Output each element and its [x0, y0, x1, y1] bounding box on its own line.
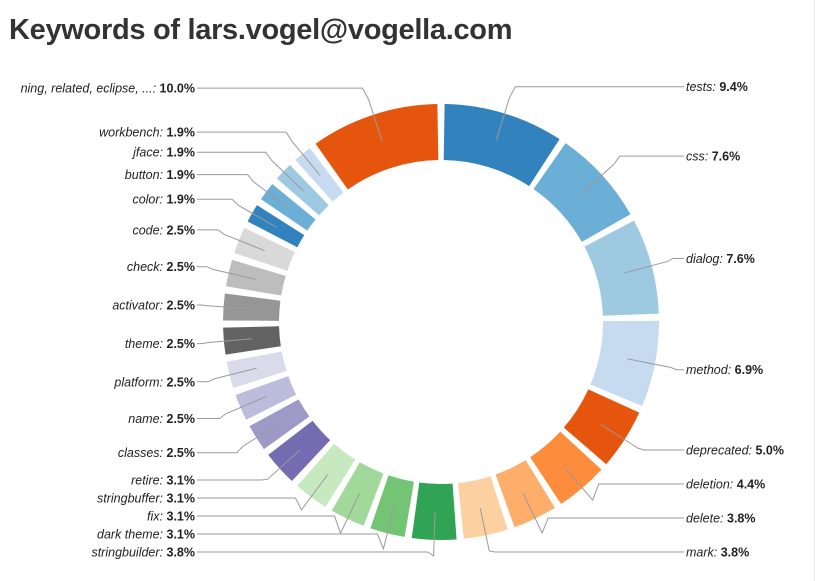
label-theme: theme: 2.5% [125, 337, 195, 351]
slices-group [223, 104, 659, 540]
label-delete: delete: 3.8% [686, 512, 756, 526]
leader-line-name [197, 396, 267, 419]
leader-lines-group [197, 86, 684, 557]
label-activator: activator: 2.5% [112, 298, 195, 312]
label-jface: jface: 1.9% [131, 146, 195, 160]
leader-line-theme [197, 338, 252, 345]
label-button: button: 1.9% [125, 168, 195, 182]
label-check: check: 2.5% [127, 260, 195, 274]
label-css: css: 7.6% [686, 150, 740, 164]
leader-line-fix [197, 493, 360, 535]
slice-dark-theme [370, 475, 414, 537]
leader-line-retire [197, 449, 301, 481]
label-stringbuilder: stringbuilder: 3.8% [91, 546, 195, 560]
label-classes: classes: 2.5% [118, 446, 195, 460]
label-deprecated: deprecated: 5.0% [686, 444, 784, 458]
slice-theme [223, 326, 281, 355]
leader-line-check [197, 266, 256, 280]
leader-line-dialog [624, 257, 684, 274]
slice-classes [249, 399, 310, 450]
label-color: color: 1.9% [132, 193, 195, 207]
leader-line-workbench [197, 131, 321, 176]
slice-deprecated [563, 389, 640, 465]
slice-stringbuilder [411, 482, 457, 540]
label-platform: platform: 2.5% [113, 375, 195, 389]
leader-line-delete [522, 493, 684, 535]
leader-line-code [197, 229, 266, 252]
slice-method [590, 320, 659, 407]
leader-line-deprecated [600, 424, 684, 451]
leader-line-activator [197, 304, 252, 310]
leader-line-stringbuilder [197, 511, 436, 557]
slice-platform [226, 351, 287, 389]
leader-line-mark [479, 507, 684, 553]
leader-line-stringbuffer [197, 474, 329, 511]
label-code: code: 2.5% [132, 223, 195, 237]
label-name: name: 2.5% [128, 412, 195, 426]
slice-tests [443, 104, 560, 187]
labels-group: tests: 9.4% css: 7.6% dialog: 7.6% method: … [21, 80, 784, 559]
leader-line-jface [197, 151, 304, 192]
label-tests: tests: 9.4% [686, 80, 748, 94]
leader-line-button [197, 174, 290, 209]
slice-fix [331, 462, 384, 526]
slice-deletion [530, 431, 602, 504]
chart-title: Keywords of lars.vogel@vogella.com [9, 14, 513, 46]
leader-line-deletion [563, 466, 684, 502]
leader-line-method [627, 358, 684, 371]
leader-line-classes [197, 422, 281, 454]
label-method: method: 6.9% [686, 363, 763, 377]
slice-ning-related-eclipse [315, 104, 439, 190]
slice-mark [457, 476, 508, 539]
leader-line-ning-related-eclipse [197, 87, 383, 142]
label-stringbuffer: stringbuffer: 3.1% [97, 492, 195, 506]
slice-dialog [584, 220, 659, 316]
leader-line-platform [197, 367, 257, 383]
leader-line-css [581, 155, 684, 195]
slice-activator [223, 293, 281, 321]
slice-stringbuffer [297, 443, 356, 507]
label-fix: fix: 3.1% [147, 510, 195, 524]
slice-css [533, 143, 631, 242]
leader-line-color [197, 198, 277, 228]
slice-color [247, 205, 305, 248]
label-retire: retire: 3.1% [131, 474, 195, 488]
slice-name [235, 376, 297, 420]
label-dialog: dialog: 7.6% [686, 252, 755, 266]
slice-check [225, 259, 286, 296]
label-deletion: deletion: 4.4% [686, 478, 765, 492]
label-mark: mark: 3.8% [686, 546, 749, 560]
slice-delete [495, 460, 555, 528]
label-dark-theme: dark theme: 3.1% [97, 528, 195, 542]
leader-line-tests [495, 86, 684, 141]
slice-code [234, 227, 295, 271]
label-ning-related-eclipse: ning, related, eclipse, ...: 10.0% [21, 82, 195, 96]
leader-line-dark-theme [197, 506, 395, 551]
label-workbench: workbench: 1.9% [99, 126, 195, 140]
